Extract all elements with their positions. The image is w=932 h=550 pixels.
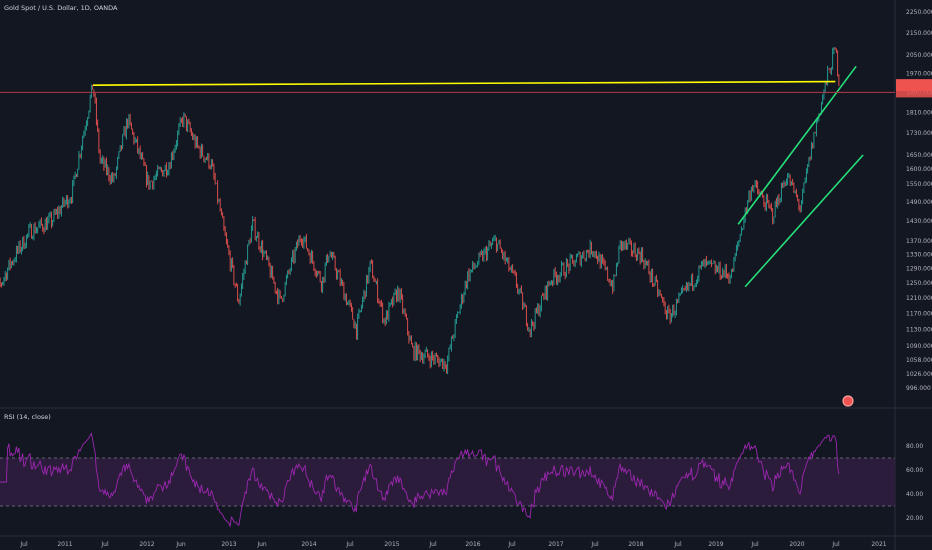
chart-title: Gold Spot / U.S. Dollar, 1D, OANDA	[4, 4, 118, 12]
time-tick-label: Jul	[345, 541, 354, 548]
price-tick-label: 1970.000	[906, 70, 932, 77]
line-price-label	[896, 87, 932, 98]
price-tick-label: 1130.000	[906, 327, 932, 334]
time-tick-label: Jul	[750, 541, 759, 548]
time-tick-label: Jun	[175, 541, 186, 548]
price-tick-label: 1090.000	[906, 343, 932, 350]
time-tick-label: 2014	[301, 541, 316, 548]
price-tick-label: 1550.000	[906, 181, 932, 188]
time-tick-label: 2020	[789, 541, 804, 548]
time-tick-label: 2013	[221, 541, 236, 548]
time-tick-label: Jul	[428, 541, 437, 548]
time-tick-label: Jul	[673, 541, 682, 548]
price-tick-label: 1330.000	[906, 251, 932, 258]
event-marker-icon[interactable]	[842, 395, 854, 407]
rsi-band	[0, 458, 895, 506]
time-tick-label: Jul	[100, 541, 109, 548]
price-tick-label: 1170.000	[906, 311, 932, 318]
time-tick-label: Jun	[256, 541, 267, 548]
price-tick-label: 1810.000	[906, 109, 932, 116]
price-tick-label: 2050.000	[906, 52, 932, 59]
time-tick-label: 2011	[57, 541, 72, 548]
rsi-tick-label: 60.00	[906, 467, 923, 474]
time-tick-label: 2016	[465, 541, 480, 548]
resistance-line[interactable]	[92, 80, 836, 86]
time-tick-label: 2017	[548, 541, 563, 548]
price-tick-label: 1430.000	[906, 218, 932, 225]
price-tick-label: 1250.000	[906, 280, 932, 287]
time-tick-label: Jul	[590, 541, 599, 548]
time-tick-label: Jul	[19, 541, 28, 548]
time-tick-label: Jul	[831, 541, 840, 548]
price-tick-label: 1210.000	[906, 295, 932, 302]
time-tick-label: 2012	[139, 541, 154, 548]
price-tick-label: 1290.000	[906, 266, 932, 273]
candles	[0, 47, 840, 375]
time-tick-label: 2015	[384, 541, 399, 548]
rsi-line	[0, 432, 840, 528]
price-tick-label: 996.000	[906, 385, 931, 392]
price-tick-label: 1370.000	[906, 238, 932, 245]
rsi-tick-label: 80.00	[906, 443, 923, 450]
channel-upper-line[interactable]	[737, 65, 857, 225]
rsi-title: RSI (14, close)	[4, 413, 51, 421]
price-tick-label: 1026.000	[906, 371, 932, 378]
time-tick-label: Jul	[507, 541, 516, 548]
time-tick-label: 2019	[708, 541, 723, 548]
price-tick-label: 1058.000	[906, 357, 932, 364]
rsi-tick-label: 40.00	[906, 491, 923, 498]
time-tick-label: 2021	[871, 541, 886, 548]
price-tick-label: 2250.000	[906, 9, 932, 16]
price-tick-label: 1650.000	[906, 152, 932, 159]
price-tick-label: 1600.000	[906, 166, 932, 173]
time-tick-label: 2018	[628, 541, 643, 548]
price-tick-label: 1490.000	[906, 199, 932, 206]
price-tick-label: 2150.000	[906, 30, 932, 37]
rsi-tick-label: 20.00	[906, 515, 923, 522]
price-tick-label: 1730.000	[906, 130, 932, 137]
channel-lower-line[interactable]	[744, 154, 864, 288]
